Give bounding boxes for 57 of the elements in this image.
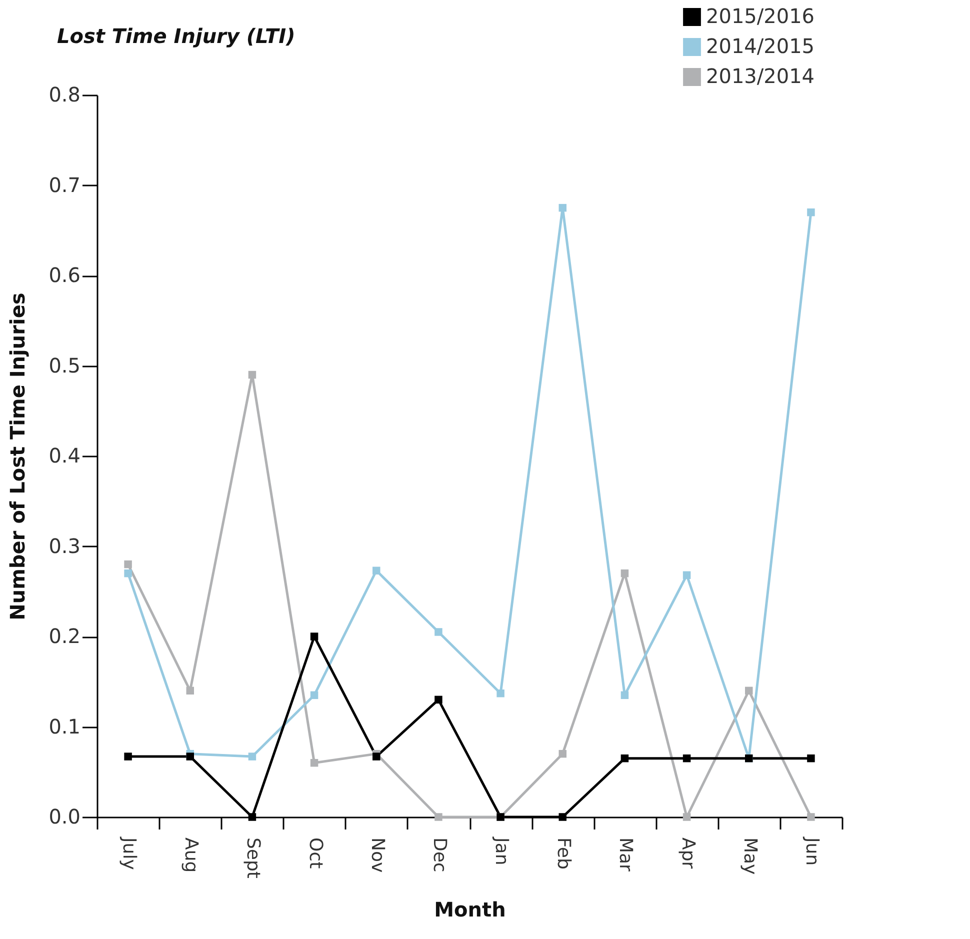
x-tick-label: Feb: [553, 838, 574, 870]
point: [434, 813, 442, 821]
x-tick-label: Aug: [180, 838, 202, 873]
y-tick-label: 0.2: [48, 624, 80, 648]
x-tick-label: Mar: [615, 838, 636, 872]
y-tick-label: 0.0: [48, 804, 80, 828]
x-tick-label: Oct: [304, 838, 326, 869]
point: [186, 686, 194, 695]
point: [124, 569, 132, 578]
point: [620, 691, 629, 700]
point: [558, 204, 566, 212]
y-tick-label: 0.5: [48, 353, 80, 378]
x-axis-title: Month: [434, 897, 506, 922]
point: [310, 691, 318, 700]
x-tick-label: Nov: [366, 838, 388, 873]
x-tick-label: Jun: [801, 836, 822, 866]
point: [372, 752, 380, 760]
y-tick-label: 0.4: [48, 444, 80, 468]
y-tick-label: 0.6: [48, 263, 80, 287]
point: [807, 813, 815, 821]
point: [682, 813, 691, 821]
point: [434, 628, 442, 636]
point: [745, 686, 753, 695]
chart-title: Lost Time Injury (LTI): [57, 24, 296, 48]
point: [310, 758, 318, 767]
x-tick-label: July: [118, 836, 140, 870]
y-tick-label: 0.3: [48, 534, 80, 558]
point: [558, 813, 566, 821]
point: [372, 566, 380, 574]
x-tick-label: Apr: [677, 838, 698, 870]
y-axis-title: Number of Lost Time Injuries: [6, 292, 30, 620]
point: [124, 560, 132, 568]
point: [186, 752, 194, 760]
point: [807, 208, 815, 216]
point: [682, 754, 691, 762]
legend-label: 2013/2014: [706, 64, 815, 88]
y-tick-label: 0.7: [48, 172, 80, 197]
x-tick-label: Sept: [242, 838, 264, 878]
x-tick-label: Dec: [428, 838, 450, 872]
legend-label: 2015/2016: [706, 4, 815, 28]
point: [248, 752, 256, 760]
point: [124, 752, 132, 760]
point: [310, 632, 318, 640]
point: [620, 754, 629, 762]
point: [558, 750, 566, 758]
legend-label: 2014/2015: [706, 34, 815, 58]
point: [496, 689, 504, 698]
y-tick-label: 0.1: [48, 714, 80, 738]
point: [807, 754, 815, 762]
x-tick-label: Jan: [491, 836, 512, 866]
point: [248, 813, 256, 821]
x-tick-label: May: [739, 838, 760, 876]
y-tick-label: 0.8: [48, 82, 80, 106]
point: [248, 370, 256, 379]
point: [620, 569, 629, 578]
point: [434, 696, 442, 704]
point: [682, 571, 691, 580]
